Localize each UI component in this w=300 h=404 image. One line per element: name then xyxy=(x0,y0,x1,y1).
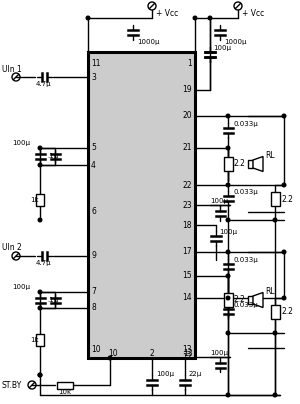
Circle shape xyxy=(108,356,112,360)
Circle shape xyxy=(38,373,42,377)
Circle shape xyxy=(38,163,42,167)
Circle shape xyxy=(273,218,277,222)
Text: 100μ: 100μ xyxy=(12,140,30,146)
Text: 1k: 1k xyxy=(30,197,39,203)
Text: 100μ: 100μ xyxy=(219,229,237,235)
Text: 17: 17 xyxy=(182,248,192,257)
Text: 5: 5 xyxy=(91,143,96,152)
Text: 13: 13 xyxy=(183,349,193,358)
Text: 3: 3 xyxy=(91,72,96,82)
Text: 1: 1 xyxy=(187,59,192,67)
Circle shape xyxy=(38,373,42,377)
Circle shape xyxy=(282,114,286,118)
Text: 100μ: 100μ xyxy=(210,198,228,204)
Text: 18: 18 xyxy=(182,221,192,229)
Circle shape xyxy=(226,250,230,254)
Circle shape xyxy=(273,331,277,335)
Text: 100μ: 100μ xyxy=(12,284,30,290)
Polygon shape xyxy=(253,156,263,172)
Text: 2.2: 2.2 xyxy=(234,160,246,168)
Text: 2: 2 xyxy=(150,349,154,358)
Text: 15: 15 xyxy=(182,271,192,280)
Bar xyxy=(271,192,280,206)
Text: 0.033μ: 0.033μ xyxy=(233,302,258,308)
Text: 23: 23 xyxy=(182,200,192,210)
Bar xyxy=(271,305,280,319)
Circle shape xyxy=(226,114,230,118)
Text: 2.2: 2.2 xyxy=(281,307,293,316)
Text: RL: RL xyxy=(265,152,274,160)
Circle shape xyxy=(86,16,90,20)
Text: 12: 12 xyxy=(182,353,192,362)
Text: + Vcc: + Vcc xyxy=(156,10,178,19)
Text: 100μ: 100μ xyxy=(213,45,231,51)
Text: 4.7μ: 4.7μ xyxy=(36,260,52,266)
Text: UIn 2: UIn 2 xyxy=(2,244,22,252)
Text: 0.033μ: 0.033μ xyxy=(233,121,258,127)
Text: 22μ: 22μ xyxy=(189,371,202,377)
Text: 100μ: 100μ xyxy=(156,371,174,377)
Circle shape xyxy=(282,296,286,300)
Text: + Vcc: + Vcc xyxy=(242,10,264,19)
Text: 22: 22 xyxy=(182,181,192,189)
Circle shape xyxy=(38,218,42,222)
Text: 1k: 1k xyxy=(30,337,39,343)
Text: 10: 10 xyxy=(108,349,118,358)
Text: 7: 7 xyxy=(91,288,96,297)
Text: 21: 21 xyxy=(182,143,192,152)
Circle shape xyxy=(208,16,212,20)
Text: 2.2: 2.2 xyxy=(234,295,246,305)
Bar xyxy=(36,194,44,206)
Circle shape xyxy=(226,331,230,335)
Text: 100μ: 100μ xyxy=(210,350,228,356)
Text: 19: 19 xyxy=(182,86,192,95)
Text: 6: 6 xyxy=(91,208,96,217)
Bar xyxy=(88,52,195,358)
Circle shape xyxy=(273,393,277,397)
Circle shape xyxy=(38,306,42,310)
Text: 4.7μ: 4.7μ xyxy=(36,81,52,87)
Text: 1000μ: 1000μ xyxy=(137,39,160,45)
Bar xyxy=(224,157,232,171)
Text: UIn 1: UIn 1 xyxy=(2,65,22,74)
Text: 20: 20 xyxy=(182,112,192,120)
Text: 1000μ: 1000μ xyxy=(224,39,247,45)
Bar xyxy=(57,381,73,389)
Circle shape xyxy=(226,183,230,187)
Text: 4: 4 xyxy=(91,160,96,170)
Circle shape xyxy=(193,16,197,20)
Text: 9: 9 xyxy=(91,252,96,261)
Circle shape xyxy=(226,393,230,397)
Circle shape xyxy=(38,290,42,294)
Circle shape xyxy=(226,218,230,222)
Text: 11: 11 xyxy=(91,59,100,67)
Circle shape xyxy=(38,146,42,150)
Text: ST.BY: ST.BY xyxy=(2,381,22,389)
Text: 13: 13 xyxy=(182,345,192,354)
Text: 10k: 10k xyxy=(58,389,71,395)
Bar xyxy=(248,296,253,304)
Circle shape xyxy=(226,296,230,300)
Text: 10: 10 xyxy=(91,345,100,354)
Text: 2.2: 2.2 xyxy=(281,194,293,204)
Bar xyxy=(224,293,232,307)
Text: .1μ: .1μ xyxy=(47,153,58,159)
Text: 14: 14 xyxy=(182,293,192,303)
Circle shape xyxy=(282,183,286,187)
Text: .1μ: .1μ xyxy=(47,297,58,303)
Text: 8: 8 xyxy=(91,303,96,313)
Circle shape xyxy=(282,250,286,254)
Text: RL: RL xyxy=(265,288,274,297)
Text: 0.033μ: 0.033μ xyxy=(233,257,258,263)
Bar xyxy=(248,160,253,168)
Circle shape xyxy=(226,274,230,278)
Text: 0.033μ: 0.033μ xyxy=(233,189,258,195)
Polygon shape xyxy=(253,292,263,307)
Circle shape xyxy=(226,146,230,150)
Bar xyxy=(36,334,44,346)
